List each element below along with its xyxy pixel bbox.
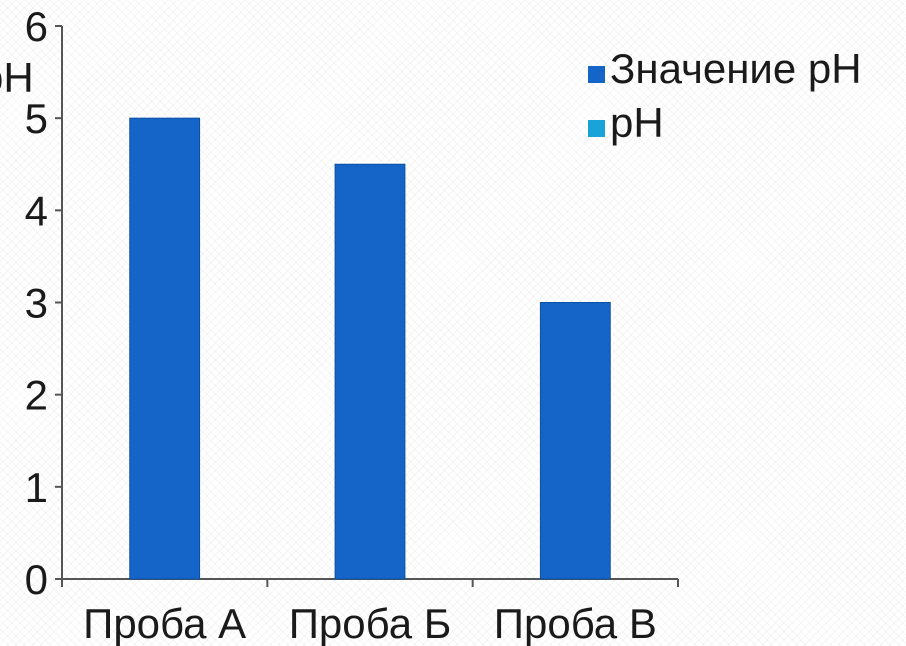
y-tick-label: 4 (25, 187, 48, 234)
y-tick-label: 1 (25, 464, 48, 511)
y-axis-label-group: pH (0, 54, 34, 101)
y-tick-label: 0 (25, 556, 48, 603)
legend-entry: Значение pH (610, 45, 862, 92)
x-axis-labels: Проба А Проба Б Проба В (83, 600, 657, 646)
y-tick-label: 5 (25, 95, 48, 142)
bar (129, 117, 201, 580)
legend: Значение pH pH (588, 45, 862, 146)
y-tick-label: 3 (25, 280, 48, 327)
x-tick-label: Проба Б (289, 600, 452, 646)
bars (129, 117, 611, 580)
y-axis-label: pH (0, 54, 34, 101)
legend-entry: pH (610, 99, 664, 146)
y-tick-label: 2 (25, 372, 48, 419)
legend-swatch (588, 120, 605, 137)
x-tick-label: Проба В (494, 600, 657, 646)
legend-swatch (588, 66, 605, 83)
x-tick-label: Проба А (83, 600, 246, 646)
y-tick-label: 6 (25, 3, 48, 50)
y-axis-ticks: 0 1 2 3 4 5 6 (25, 3, 62, 603)
bar (334, 163, 406, 580)
bar (539, 302, 611, 580)
